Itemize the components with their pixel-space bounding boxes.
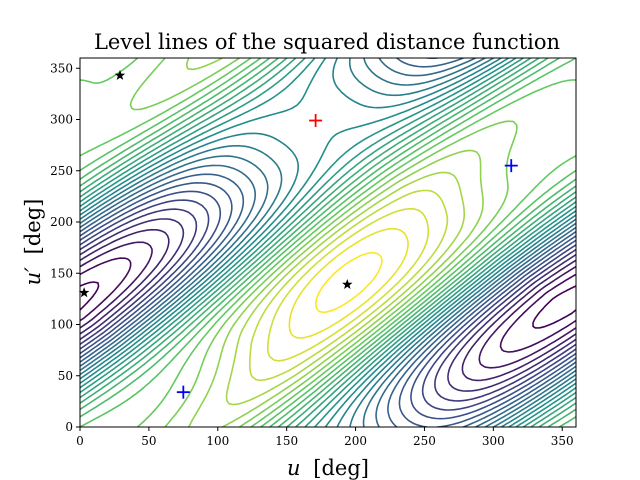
contour-level-line bbox=[80, 58, 576, 427]
contour-level-line bbox=[80, 58, 576, 427]
x-axis-unit: [deg] bbox=[313, 456, 369, 480]
contour-level-line bbox=[80, 228, 576, 382]
y-tick-label: 100 bbox=[50, 318, 73, 332]
contour-level-line bbox=[185, 58, 484, 427]
contour-level-line bbox=[315, 251, 383, 314]
y-tick-label: 0 bbox=[65, 420, 73, 434]
contour-level-line bbox=[80, 241, 576, 369]
contour-level-line bbox=[80, 58, 576, 427]
contour-level-line bbox=[80, 190, 576, 420]
contour-level-line bbox=[80, 58, 576, 427]
x-tick-label: 200 bbox=[344, 434, 367, 448]
contour-level-line bbox=[80, 58, 576, 427]
x-axis-label: u [deg] bbox=[287, 456, 369, 480]
x-axis-ticks: 0 50 100 150 200 250 300 350 bbox=[76, 427, 574, 448]
contour-level-line bbox=[80, 199, 576, 411]
x-tick-label: 0 bbox=[76, 434, 84, 448]
contour-level-line bbox=[249, 189, 449, 382]
saddle-marker bbox=[114, 69, 126, 80]
chart-title: Level lines of the squared distance func… bbox=[94, 30, 560, 54]
y-tick-label: 300 bbox=[50, 113, 73, 127]
y-tick-label: 250 bbox=[50, 164, 73, 178]
y-axis-unit: [deg] bbox=[21, 199, 45, 255]
x-tick-label: 300 bbox=[482, 434, 505, 448]
plot-area bbox=[80, 58, 576, 427]
y-tick-label: 350 bbox=[50, 61, 73, 75]
contour-level-line bbox=[80, 281, 576, 329]
minimum-marker bbox=[176, 385, 190, 399]
contour-level-line bbox=[80, 58, 576, 427]
contour-level-line bbox=[80, 58, 576, 427]
contour-level-line bbox=[80, 58, 576, 427]
y-tick-label: 50 bbox=[58, 369, 73, 383]
y-axis-variable: u′ bbox=[21, 267, 45, 286]
x-tick-label: 50 bbox=[141, 434, 156, 448]
maximum-marker bbox=[309, 114, 323, 128]
contour-level-line bbox=[80, 58, 576, 427]
contour-level-line bbox=[80, 218, 576, 392]
contour-level-line bbox=[267, 207, 430, 362]
contour-level-line bbox=[288, 227, 409, 339]
saddle-marker bbox=[78, 287, 90, 298]
x-tick-label: 100 bbox=[206, 434, 229, 448]
y-axis-label: u′ [deg] bbox=[21, 199, 45, 286]
critical-point-markers bbox=[78, 69, 518, 399]
x-axis-variable: u bbox=[287, 456, 301, 480]
y-tick-label: 150 bbox=[50, 266, 73, 280]
x-tick-label: 350 bbox=[551, 434, 574, 448]
contour-level-line bbox=[80, 257, 576, 353]
y-tick-label: 200 bbox=[50, 215, 73, 229]
x-tick-label: 250 bbox=[413, 434, 436, 448]
contour-level-line bbox=[80, 208, 576, 402]
y-axis-ticks: 0 50 100 150 200 250 300 350 bbox=[50, 61, 80, 434]
x-tick-label: 150 bbox=[275, 434, 298, 448]
saddle-marker bbox=[342, 279, 353, 289]
contour-level-line bbox=[225, 171, 465, 406]
contour-level-line bbox=[80, 58, 576, 427]
minimum-marker bbox=[504, 159, 518, 173]
plot-frame bbox=[79, 57, 577, 428]
